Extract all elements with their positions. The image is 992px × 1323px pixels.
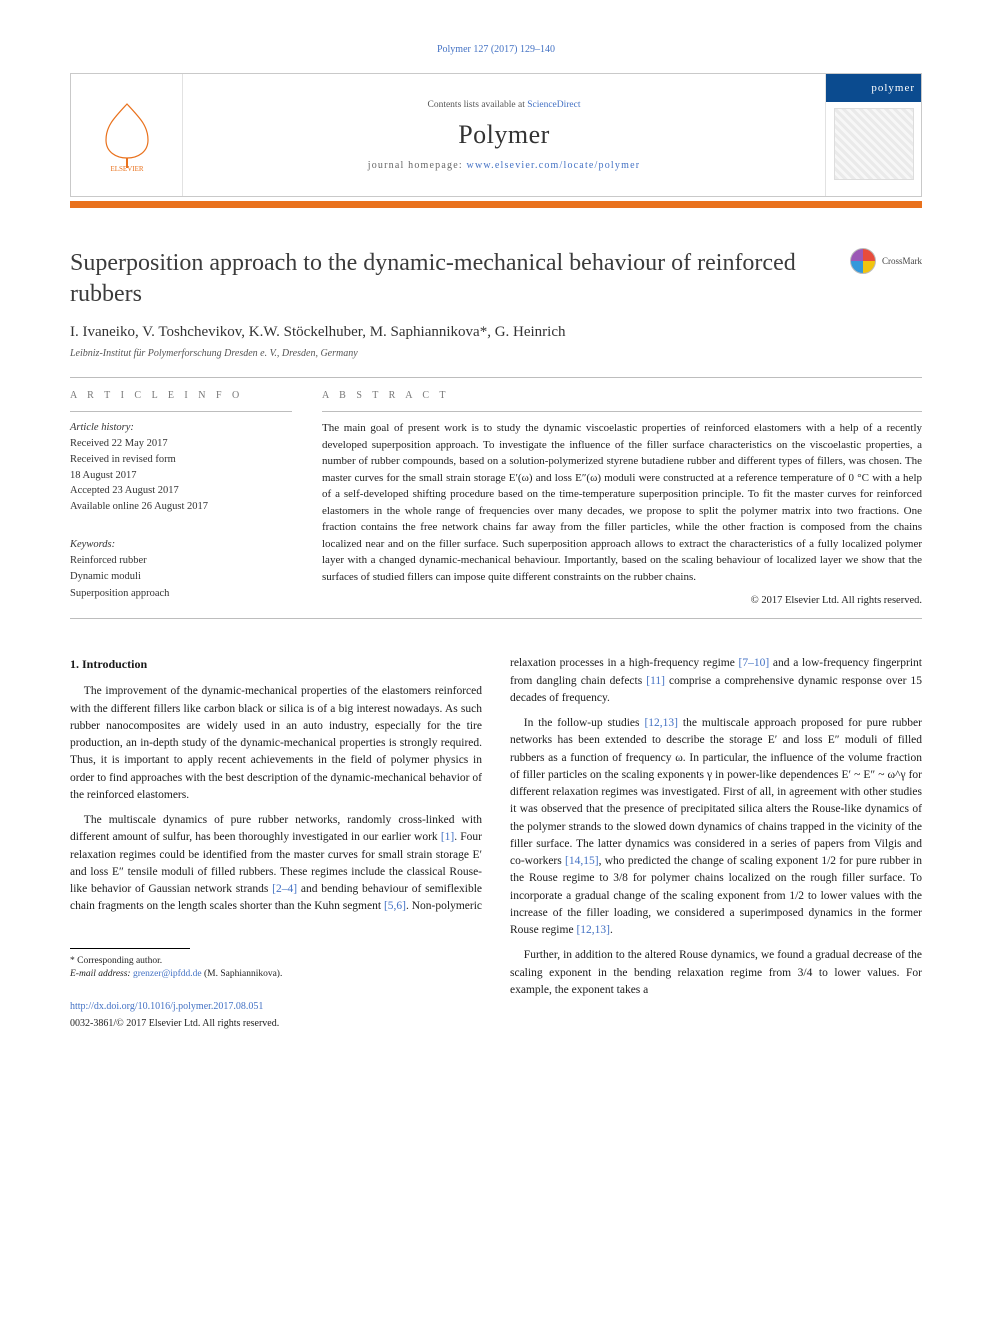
- cover-strip-label: polymer: [826, 74, 921, 102]
- abstract-copyright: © 2017 Elsevier Ltd. All rights reserved…: [322, 595, 922, 606]
- crossmark-icon: [850, 248, 876, 274]
- body-text: The multiscale dynamics of pure rubber n…: [70, 814, 482, 843]
- paragraph: Further, in addition to the altered Rous…: [510, 947, 922, 999]
- body-column-left: 1. Introduction The improvement of the d…: [70, 655, 482, 1031]
- keyword-1: Reinforced rubber: [70, 553, 292, 569]
- body-text: In the follow-up studies: [524, 717, 645, 729]
- running-header: Polymer 127 (2017) 129–140: [70, 44, 922, 55]
- masthead-center: Contents lists available at ScienceDirec…: [183, 74, 825, 196]
- journal-homepage-line: journal homepage: www.elsevier.com/locat…: [368, 160, 641, 171]
- affiliation: Leibniz-Institut für Polymerforschung Dr…: [70, 348, 922, 359]
- article-info-head: A R T I C L E I N F O: [70, 390, 292, 401]
- body-text: . Non-polymeric: [406, 900, 482, 912]
- abstract-column: A B S T R A C T The main goal of present…: [322, 390, 922, 606]
- paragraph: In the follow-up studies [12,13] the mul…: [510, 715, 922, 939]
- corr-email-name: (M. Saphiannikova).: [202, 969, 283, 979]
- contents-prefix: Contents lists available at: [427, 100, 527, 110]
- sciencedirect-link[interactable]: ScienceDirect: [527, 100, 580, 110]
- ref-link[interactable]: [5,6]: [384, 900, 406, 912]
- body-text: .: [610, 924, 613, 936]
- article-history: Article history: Received 22 May 2017 Re…: [70, 420, 292, 515]
- abstract-head: A B S T R A C T: [322, 390, 922, 401]
- paragraph: The improvement of the dynamic-mechanica…: [70, 683, 482, 804]
- info-divider: [70, 411, 292, 412]
- divider-top: [70, 377, 922, 378]
- article-info-column: A R T I C L E I N F O Article history: R…: [70, 390, 292, 606]
- crossmark-badge[interactable]: CrossMark: [850, 248, 922, 274]
- body-text: the multiscale approach proposed for pur…: [510, 717, 922, 867]
- history-revised-1: Received in revised form: [70, 452, 292, 468]
- email-label: E-mail address:: [70, 969, 133, 979]
- journal-homepage-link[interactable]: www.elsevier.com/locate/polymer: [467, 160, 641, 171]
- footer-block: http://dx.doi.org/10.1016/j.polymer.2017…: [70, 999, 482, 1031]
- publisher-logo-cell: ELSEVIER: [71, 74, 183, 196]
- abstract-text: The main goal of present work is to stud…: [322, 420, 922, 585]
- corresponding-author-footnote: * Corresponding author. E-mail address: …: [70, 955, 482, 982]
- running-header-link[interactable]: Polymer 127 (2017) 129–140: [437, 44, 555, 55]
- svg-text:ELSEVIER: ELSEVIER: [110, 165, 143, 172]
- keywords-head: Keywords:: [70, 537, 292, 553]
- paper-title: Superposition approach to the dynamic-me…: [70, 248, 810, 310]
- paragraph: The multiscale dynamics of pure rubber n…: [70, 812, 482, 916]
- authors-line: I. Ivaneiko, V. Toshchevikov, K.W. Stöck…: [70, 324, 922, 341]
- ref-link[interactable]: [14,15]: [565, 855, 599, 867]
- journal-cover-cell: polymer: [825, 74, 921, 196]
- keywords-block: Keywords: Reinforced rubber Dynamic modu…: [70, 537, 292, 602]
- accent-bar: [70, 201, 922, 208]
- history-revised-2: 18 August 2017: [70, 468, 292, 484]
- ref-link[interactable]: [1]: [441, 831, 454, 843]
- crossmark-label: CrossMark: [882, 256, 922, 266]
- divider-mid: [70, 618, 922, 619]
- body-text: relaxation processes in a high-frequency…: [510, 657, 739, 669]
- keyword-3: Superposition approach: [70, 586, 292, 602]
- ref-link[interactable]: [12,13]: [644, 717, 678, 729]
- doi-link[interactable]: http://dx.doi.org/10.1016/j.polymer.2017…: [70, 1001, 263, 1012]
- history-online: Available online 26 August 2017: [70, 499, 292, 515]
- journal-masthead: ELSEVIER Contents lists available at Sci…: [70, 73, 922, 197]
- keyword-2: Dynamic moduli: [70, 569, 292, 585]
- issn-copyright: 0032-3861/© 2017 Elsevier Ltd. All right…: [70, 1016, 482, 1031]
- corr-author-label: * Corresponding author.: [70, 955, 482, 968]
- body-column-right: relaxation processes in a high-frequency…: [510, 655, 922, 1031]
- ref-link[interactable]: [11]: [646, 675, 665, 687]
- section-1-head: 1. Introduction: [70, 655, 482, 673]
- history-head: Article history:: [70, 420, 292, 436]
- footnote-rule: [70, 948, 190, 949]
- homepage-prefix: journal homepage:: [368, 160, 467, 171]
- ref-link[interactable]: [7–10]: [739, 657, 770, 669]
- paragraph: relaxation processes in a high-frequency…: [510, 655, 922, 707]
- cover-thumbnail: [834, 108, 914, 180]
- contents-available-line: Contents lists available at ScienceDirec…: [427, 100, 580, 110]
- body-text: , who predicted the change of scaling ex…: [510, 855, 922, 936]
- body-two-column: 1. Introduction The improvement of the d…: [70, 655, 922, 1031]
- journal-name: Polymer: [458, 120, 550, 150]
- ref-link[interactable]: [12,13]: [576, 924, 610, 936]
- elsevier-tree-icon: ELSEVIER: [94, 98, 160, 172]
- abstract-divider: [322, 411, 922, 412]
- corr-email-link[interactable]: grenzer@ipfdd.de: [133, 969, 202, 979]
- ref-link[interactable]: [2–4]: [272, 883, 297, 895]
- history-received: Received 22 May 2017: [70, 436, 292, 452]
- history-accepted: Accepted 23 August 2017: [70, 483, 292, 499]
